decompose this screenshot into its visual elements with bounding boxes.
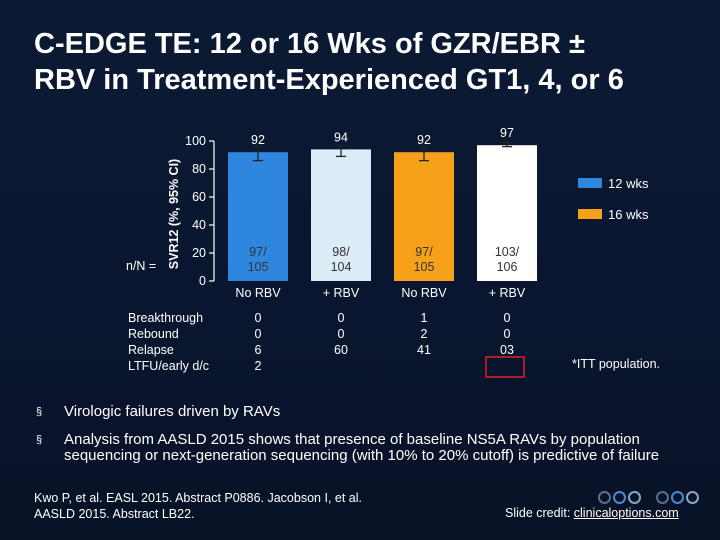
clinicaloptions-link[interactable]: clinicaloptions.com [573, 506, 679, 520]
failure-count-cell: 03 [500, 343, 514, 357]
reference-line-1: Kwo P, et al. EASL 2015. Abstract P0886.… [34, 491, 362, 505]
y-tick-label: 40 [192, 218, 206, 232]
row-label: LTFU/early d/c [128, 359, 210, 373]
svr-bar [311, 149, 371, 281]
row-label: Rebound [128, 327, 179, 341]
y-tick-label: 80 [192, 162, 206, 176]
slide-title-line-2: RBV in Treatment-Experienced GT1, 4, or … [34, 64, 624, 96]
failure-count-cell: 0 [337, 327, 345, 341]
bullet-item: § Analysis from AASLD 2015 shows that pr… [36, 432, 696, 464]
svr-bar [477, 145, 537, 281]
failure-count-column: 0 0 03 [487, 310, 527, 358]
failure-row-labels: Breakthrough Rebound Relapse LTFU/early … [128, 310, 209, 374]
legend-swatch [578, 209, 602, 219]
failure-count-cell: 2 [420, 327, 428, 341]
y-axis-label: SVR12 (%, 95% CI) [167, 159, 181, 269]
n-over-N-value: 97/105 [248, 245, 269, 274]
bullet-text: Virologic failures driven by RAVs [64, 403, 281, 420]
category-label: + RBV [489, 286, 526, 300]
y-tick-label: 20 [192, 246, 206, 260]
n-over-N-value: 97/105 [414, 245, 435, 274]
itt-note: *ITT population. [572, 357, 661, 371]
category-label: + RBV [323, 286, 360, 300]
reference-line-2: AASLD 2015. Abstract LB22. [34, 507, 195, 521]
failure-count-cell: 6 [254, 343, 262, 357]
failure-count-cell: 0 [337, 311, 345, 325]
failure-count-column: 0 0 6 2 [238, 310, 278, 374]
y-tick-label: 100 [185, 134, 206, 148]
cco-logo-icon [656, 490, 704, 504]
failure-count-cell: 0 [254, 311, 262, 325]
failure-count-cell: 0 [503, 311, 511, 325]
failure-count-cell: 1 [420, 311, 428, 325]
slide-credit: Slide credit: clinicaloptions.com [505, 506, 679, 520]
legend-label: 16 wks [608, 207, 649, 222]
bullet-list: § Virologic failures driven by RAVs § An… [36, 404, 696, 476]
n-over-N-value: 103/106 [495, 245, 520, 274]
bar-value-label: 92 [417, 133, 431, 147]
bullet-mark: § [36, 406, 43, 418]
failure-count-column: 1 2 41 [404, 310, 444, 358]
svr-bar [394, 152, 454, 281]
svr-bar [228, 152, 288, 281]
legend-label: 12 wks [608, 176, 649, 191]
slide-credit-prefix: Slide credit: [505, 506, 574, 520]
bullet-text: Analysis from AASLD 2015 shows that pres… [64, 431, 660, 464]
bar-value-label: 94 [334, 130, 348, 144]
references: Kwo P, et al. EASL 2015. Abstract P0886.… [34, 490, 362, 522]
failure-count-cell: 0 [254, 327, 262, 341]
y-tick-label: 60 [192, 190, 206, 204]
slide-title: C-EDGE TE: 12 or 16 Wks of GZR/EBR ± RBV… [34, 26, 704, 98]
legend-swatch [578, 178, 602, 188]
failure-count-cell: 41 [417, 343, 431, 357]
bullet-mark: § [36, 434, 43, 446]
failure-count-column: 0 0 60 [321, 310, 361, 358]
slide-title-line-1: C-EDGE TE: 12 or 16 Wks of GZR/EBR ± [34, 28, 585, 60]
n-over-N-value: 98/104 [331, 245, 352, 274]
failure-count-cell: 60 [334, 343, 348, 357]
category-label: No RBV [401, 286, 447, 300]
failure-count-cell: 2 [254, 359, 262, 373]
failure-count-cell: 0 [503, 327, 511, 341]
n-over-N-label: n/N = [126, 259, 156, 273]
highlight-box [485, 356, 525, 378]
bar-value-label: 92 [251, 133, 265, 147]
bar-value-label: 97 [500, 126, 514, 140]
bullet-item: § Virologic failures driven by RAVs [36, 404, 696, 420]
y-tick-label: 0 [199, 274, 206, 288]
category-label: No RBV [235, 286, 281, 300]
row-label: Relapse [128, 343, 174, 357]
cco-logo-icon [598, 490, 646, 504]
row-label: Breakthrough [128, 311, 204, 325]
